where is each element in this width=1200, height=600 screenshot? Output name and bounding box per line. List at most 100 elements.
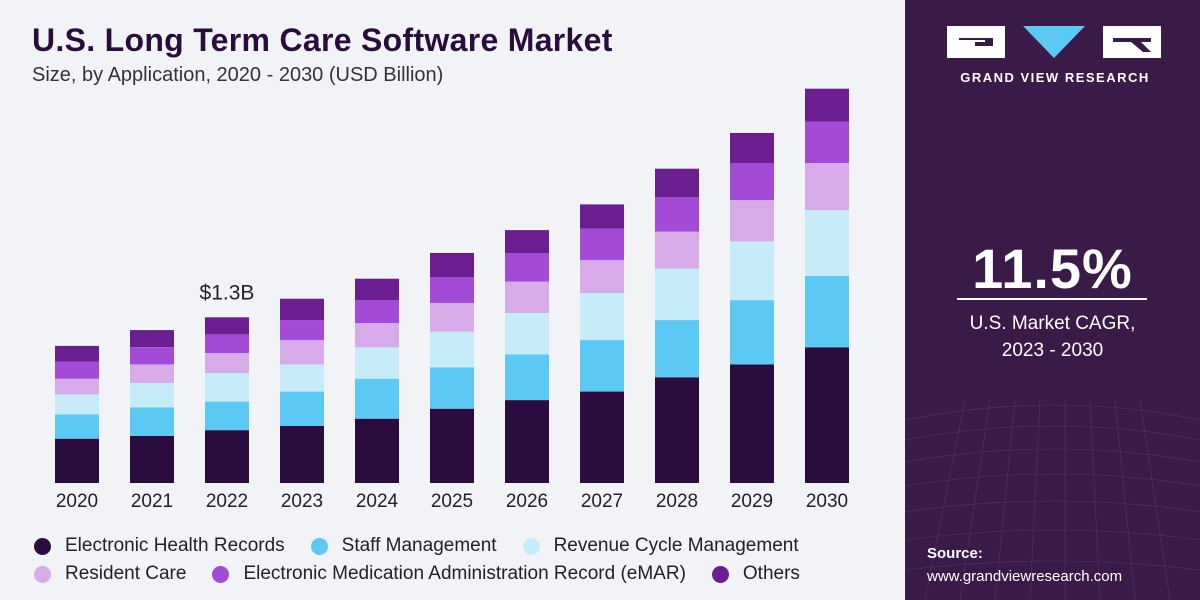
source-label: Source:: [927, 545, 983, 562]
cagr-label-line1: U.S. Market CAGR,: [969, 313, 1136, 334]
bar-segment: [655, 320, 699, 378]
bar-segment: [655, 268, 699, 321]
bar-segment: [805, 88, 849, 122]
bar-segment: [655, 231, 699, 269]
bar-segment: [580, 260, 624, 293]
x-tick-label: 2026: [506, 491, 548, 512]
chart-subtitle: Size, by Application, 2020 - 2030 (USD B…: [32, 64, 444, 86]
bar-segment: [205, 430, 249, 483]
x-tick-label: 2024: [356, 491, 399, 512]
legend-label: Revenue Cycle Management: [553, 535, 799, 556]
bar-segment: [355, 278, 399, 301]
bar-segment: [730, 133, 774, 163]
bar-segment: [280, 391, 324, 426]
brand-name: GRAND VIEW RESEARCH: [960, 70, 1150, 85]
bar-segment: [505, 313, 549, 355]
bar-segment: [205, 401, 249, 431]
bar-segment: [130, 347, 174, 365]
legend-swatch: [34, 537, 51, 555]
bar-segment: [355, 378, 399, 419]
bar-segment: [205, 317, 249, 335]
x-tick-label: 2028: [656, 491, 698, 512]
bar-segment: [205, 353, 249, 373]
legend-item: Resident Care: [34, 563, 186, 585]
bar-segment: [505, 253, 549, 282]
legend-row: Resident Care Electronic Medication Admin…: [34, 560, 904, 588]
bar-segment: [130, 407, 174, 436]
x-tick-label: 2020: [56, 491, 98, 512]
brand-panel: GRAND VIEW RESEARCH 11.5% U.S. Market CA…: [905, 0, 1200, 600]
x-tick-label: 2030: [806, 491, 848, 512]
legend-row: Electronic Health Records Staff Managemen…: [34, 532, 904, 560]
bar-segment: [55, 361, 99, 379]
bar-segment: [580, 340, 624, 392]
bar-segment: [130, 383, 174, 408]
bar-segment: [205, 334, 249, 353]
bar-segment: [280, 364, 324, 392]
bar-segment: [280, 425, 324, 483]
legend-item: Electronic Health Records: [34, 535, 285, 557]
bar-segment: [280, 340, 324, 365]
bar-segment: [505, 230, 549, 253]
bar-segment: [355, 323, 399, 348]
bar-segment: [205, 373, 249, 402]
legend-label: Electronic Health Records: [65, 535, 285, 556]
bar-segment: [430, 253, 474, 278]
bar-segment: [505, 281, 549, 313]
bar-segment: [580, 293, 624, 341]
legend-swatch: [34, 565, 51, 583]
chart-legend: Electronic Health Records Staff Managemen…: [34, 532, 904, 588]
logo-mark: [947, 26, 1161, 58]
bar-segment: [655, 197, 699, 232]
bar-segment: [505, 354, 549, 401]
legend-swatch: [711, 565, 729, 583]
bar-segment: [805, 347, 849, 483]
bar-segment: [580, 204, 624, 229]
decorative-grid: [905, 399, 1200, 600]
legend-label: Electronic Medication Administration Rec…: [243, 563, 686, 584]
bar-segment: [355, 300, 399, 323]
bar-segment: [130, 364, 174, 383]
x-tick-label: 2022: [206, 491, 248, 512]
cagr-label: U.S. Market CAGR, 2023 - 2030: [905, 310, 1200, 364]
chart-title: U.S. Long Term Care Software Market: [32, 22, 613, 58]
bar-segment: [730, 200, 774, 242]
bar-segment: [805, 163, 849, 211]
bar-segment: [730, 300, 774, 365]
bar-segment: [580, 391, 624, 483]
bar-segment: [55, 394, 99, 415]
source-url[interactable]: www.grandviewresearch.com: [927, 568, 1123, 585]
bar-segment: [430, 367, 474, 409]
bar-segment: [505, 400, 549, 483]
grand-view-research-logo: GRAND VIEW RESEARCH: [945, 22, 1165, 92]
legend-label: Resident Care: [65, 563, 187, 584]
bar-segment: [730, 364, 774, 483]
legend-swatch: [522, 537, 540, 555]
legend-item: Revenue Cycle Management: [522, 535, 799, 557]
bar-segment: [430, 303, 474, 332]
bar-segment: [130, 330, 174, 348]
legend-item: Staff Management: [310, 535, 497, 557]
chart-panel: U.S. Long Term Care Software Market Size…: [0, 0, 905, 600]
legend-item: Others: [711, 563, 800, 585]
bar-segment: [805, 210, 849, 276]
bar-segment: [730, 163, 774, 201]
data-label: $1.3B: [200, 281, 255, 304]
legend-item: Electronic Medication Administration Rec…: [212, 563, 686, 585]
bar-segment: [55, 414, 99, 439]
divider: [957, 298, 1147, 300]
bar-segment: [655, 377, 699, 483]
x-tick-label: 2025: [431, 491, 473, 512]
cagr-label-line2: 2023 - 2030: [1001, 340, 1104, 361]
bar-segment: [355, 418, 399, 483]
x-tick-label: 2023: [281, 491, 323, 512]
bar-segment: [430, 331, 474, 368]
bar-segment: [55, 378, 99, 395]
bar-segment: [130, 435, 174, 483]
x-tick-label: 2027: [581, 491, 623, 512]
bar-segment: [580, 228, 624, 261]
x-tick-label: 2021: [131, 491, 173, 512]
legend-label: Staff Management: [341, 535, 497, 556]
bar-segment: [805, 121, 849, 163]
